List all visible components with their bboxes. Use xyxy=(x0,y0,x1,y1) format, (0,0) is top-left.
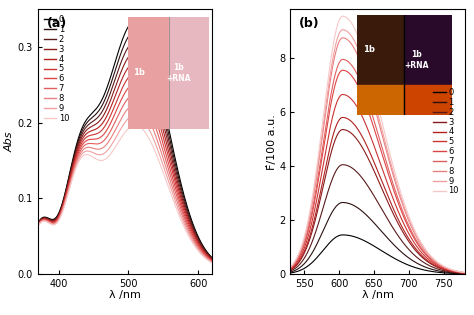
Y-axis label: F́/100 a.u.: F́/100 a.u. xyxy=(266,114,276,170)
Legend: 0, 1, 2, 3, 4, 5, 6, 7, 8, 9, 10: 0, 1, 2, 3, 4, 5, 6, 7, 8, 9, 10 xyxy=(42,14,71,124)
X-axis label: λ /nm: λ /nm xyxy=(109,290,141,300)
Legend: 0, 1, 2, 3, 4, 5, 6, 7, 8, 9, 10: 0, 1, 2, 3, 4, 5, 6, 7, 8, 9, 10 xyxy=(431,86,460,197)
X-axis label: λ /nm: λ /nm xyxy=(362,290,393,300)
Text: (b): (b) xyxy=(299,17,320,30)
Text: (a): (a) xyxy=(46,17,67,30)
Y-axis label: Abs: Abs xyxy=(5,131,15,152)
